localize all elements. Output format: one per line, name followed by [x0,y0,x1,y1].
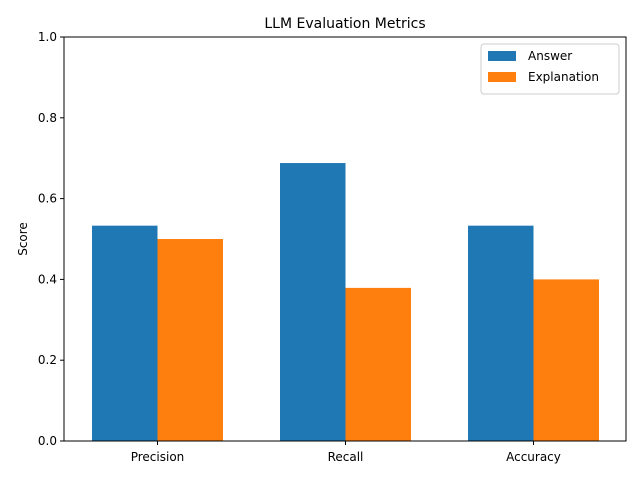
bar-explanation-precision [157,239,223,441]
x-ticks-group: Precision Recall Accuracy [131,441,561,464]
y-tick-label: 1.0 [38,30,57,44]
y-tick-label: 0.2 [38,353,57,367]
x-tick-label-accuracy: Accuracy [506,450,561,464]
legend-label-explanation: Explanation [528,70,599,84]
legend-label-answer: Answer [528,49,572,63]
y-tick-label: 0.8 [38,111,57,125]
y-tick-label: 0.0 [38,434,57,448]
legend-swatch-explanation [488,72,516,82]
bar-answer-precision [92,225,158,441]
bar-explanation-accuracy [533,279,599,441]
bar-explanation-recall [345,287,411,441]
legend-swatch-answer [488,51,516,61]
bar-answer-recall [280,163,346,441]
y-axis-label: Score [16,222,30,256]
legend: Answer Explanation [480,43,620,95]
y-tick-label: 0.4 [38,272,57,286]
bar-answer-accuracy [468,225,534,441]
chart-title: LLM Evaluation Metrics [264,16,425,32]
bars-group [92,163,599,441]
x-tick-label-precision: Precision [131,450,185,464]
y-ticks-group: 0.0 0.2 0.4 0.6 0.8 1.0 [38,30,64,448]
x-tick-label-recall: Recall [328,450,364,464]
y-tick-label: 0.6 [38,192,57,206]
